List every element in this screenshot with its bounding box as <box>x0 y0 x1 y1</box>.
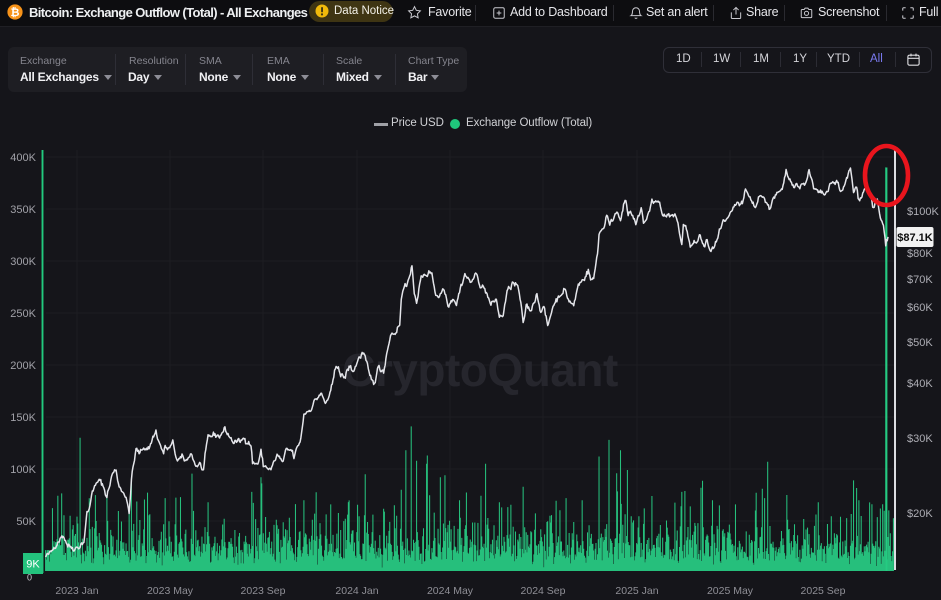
svg-text:$100K: $100K <box>907 206 939 218</box>
svg-text:100K: 100K <box>10 464 36 476</box>
svg-text:300K: 300K <box>10 256 36 268</box>
svg-text:CryptoQuant: CryptoQuant <box>342 344 618 396</box>
svg-text:2024 Jan: 2024 Jan <box>335 585 378 597</box>
svg-text:0: 0 <box>27 573 32 583</box>
svg-text:2023 May: 2023 May <box>147 585 194 597</box>
svg-text:$70K: $70K <box>907 274 933 286</box>
svg-text:$80K: $80K <box>907 248 933 260</box>
svg-text:2023 Sep: 2023 Sep <box>241 585 286 597</box>
svg-text:200K: 200K <box>10 360 36 372</box>
svg-text:2025 Sep: 2025 Sep <box>801 585 846 597</box>
svg-text:$20K: $20K <box>907 508 933 520</box>
svg-text:₿: ₿ <box>11 7 20 19</box>
svg-text:$87.1K: $87.1K <box>897 232 933 244</box>
svg-text:350K: 350K <box>10 204 36 216</box>
svg-text:2025 Jan: 2025 Jan <box>615 585 658 597</box>
svg-text:2024 May: 2024 May <box>427 585 474 597</box>
svg-text:2023 Jan: 2023 Jan <box>55 585 98 597</box>
svg-text:2024 Sep: 2024 Sep <box>521 585 566 597</box>
svg-text:$30K: $30K <box>907 433 933 445</box>
svg-text:50K: 50K <box>16 516 36 528</box>
svg-text:$50K: $50K <box>907 337 933 349</box>
svg-text:250K: 250K <box>10 308 36 320</box>
svg-text:$40K: $40K <box>907 378 933 390</box>
svg-text:400K: 400K <box>10 152 36 164</box>
svg-text:150K: 150K <box>10 412 36 424</box>
svg-text:2025 May: 2025 May <box>707 585 754 597</box>
svg-text:9K: 9K <box>26 559 40 571</box>
svg-text:$60K: $60K <box>907 302 933 314</box>
